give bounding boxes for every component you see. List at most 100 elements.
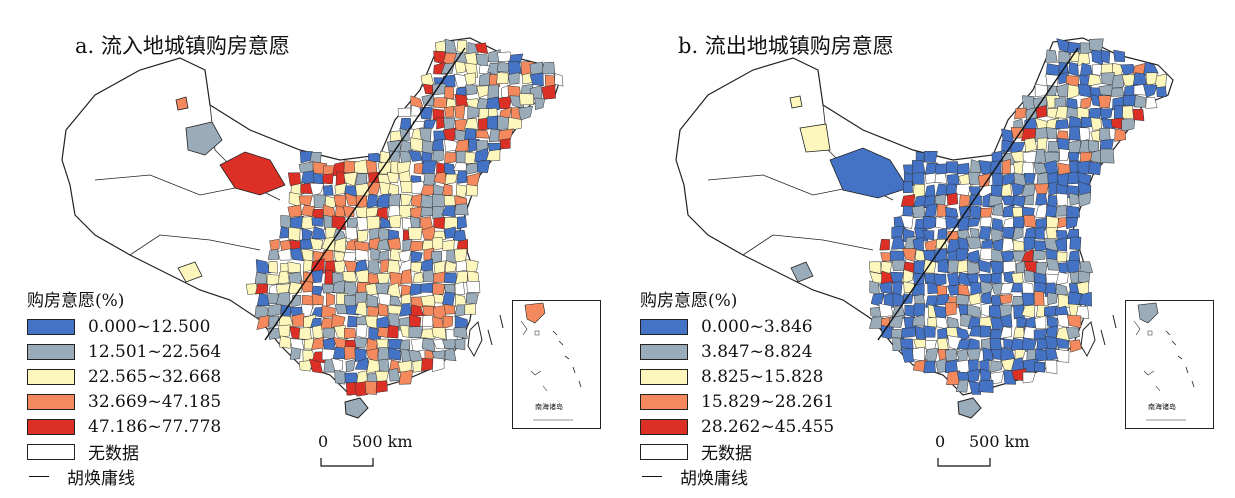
district-cell: [1079, 62, 1093, 77]
district-cell: [325, 292, 335, 307]
district-cell: [444, 173, 458, 185]
district-cell: [1080, 96, 1092, 110]
district-cell: [967, 368, 981, 384]
district-cell: [868, 261, 882, 274]
district-cell: [421, 314, 435, 327]
district-cell: [1143, 61, 1159, 77]
district-cell: [277, 248, 292, 261]
district-cell: [923, 150, 938, 163]
district-cell: [1020, 183, 1036, 199]
district-cell: [990, 360, 1004, 373]
legend-swatch: [640, 368, 688, 385]
district-cell: [476, 159, 491, 173]
district-cell: [507, 72, 520, 85]
district-cell: [1066, 205, 1080, 219]
district-cell: [999, 314, 1013, 328]
district-cell: [1132, 108, 1145, 122]
district-cell: [408, 326, 423, 339]
district-cell: [1021, 292, 1035, 306]
district-cell: [901, 327, 916, 339]
district-cell: [420, 328, 436, 339]
district-cell: [1000, 250, 1015, 264]
district-cell: [978, 273, 993, 284]
district-cell: [1110, 87, 1125, 97]
district-cell: [1032, 250, 1046, 261]
district-cell: [1055, 106, 1070, 119]
district-cell: [927, 316, 939, 330]
district-cell: [268, 315, 280, 329]
district-cell: [912, 346, 926, 362]
district-cell: [454, 338, 466, 351]
district-cell: [1045, 127, 1057, 139]
legend-hu-line: 胡焕庸线: [27, 464, 221, 489]
district-cell: [376, 193, 392, 209]
district-cell: [465, 84, 478, 96]
district-cell: [1013, 327, 1025, 339]
district-cell: [1045, 63, 1060, 77]
district-mosaic: [868, 38, 1167, 395]
district-cell: [1033, 328, 1048, 341]
legend-class-4: 15.829~28.261: [640, 389, 834, 414]
district-cell: [432, 97, 447, 109]
district-cell: [1033, 183, 1050, 195]
district-cell: [958, 194, 970, 209]
district-cell: [267, 303, 281, 318]
district-cell: [937, 327, 949, 340]
district-cell: [465, 184, 479, 197]
district-cell: [444, 347, 457, 362]
district-cell: [443, 105, 455, 118]
district-cell: [387, 237, 401, 252]
district-cell: [311, 293, 324, 306]
choropleth-map: [61, 37, 564, 419]
district-cell: [1059, 148, 1070, 161]
district-cell: [444, 260, 457, 273]
district-cell: [969, 205, 982, 220]
district-cell: [366, 293, 379, 308]
district-cell: [309, 151, 322, 164]
district-cell: [1067, 152, 1080, 161]
region-block: [177, 261, 203, 283]
district-cell: [432, 150, 444, 164]
district-cell: [1098, 95, 1112, 108]
district-cell: [945, 215, 960, 229]
district-cell: [978, 380, 994, 393]
district-cell: [387, 282, 402, 298]
district-cell: [464, 52, 478, 67]
district-cell: [456, 40, 467, 54]
region-block: [790, 261, 814, 283]
district-cell: [991, 272, 1002, 285]
district-cell: [1043, 305, 1059, 317]
district-cell: [999, 294, 1013, 304]
district-cell: [958, 215, 971, 232]
district-cell: [308, 358, 324, 374]
district-cell: [443, 304, 456, 315]
district-cell: [1066, 315, 1082, 329]
district-cell: [322, 173, 334, 185]
district-cell: [1111, 74, 1125, 89]
district-cell: [965, 236, 982, 249]
district-cell: [325, 195, 336, 210]
scale-zero: 0: [935, 432, 946, 451]
legend-swatch: [640, 318, 688, 335]
district-cell: [333, 260, 347, 273]
district-cell: [1037, 137, 1048, 152]
district-cell: [432, 206, 445, 220]
district-cell: [400, 181, 414, 193]
district-cell: [311, 336, 325, 350]
district-cell: [1034, 361, 1046, 373]
district-cell: [485, 149, 501, 162]
district-cell: [944, 348, 958, 362]
district-cell: [936, 285, 948, 296]
district-cell: [366, 358, 381, 374]
district-cell: [322, 184, 334, 196]
legend-no-data: 无数据: [27, 439, 221, 464]
district-cell: [1044, 335, 1060, 350]
district-cell: [255, 283, 269, 295]
district-cell: [278, 324, 291, 338]
district-cell: [366, 207, 379, 219]
district-cell: [409, 283, 422, 297]
district-cell: [1100, 49, 1111, 64]
district-cell: [334, 205, 346, 220]
district-cell: [1145, 97, 1158, 109]
district-cell: [1014, 107, 1027, 120]
